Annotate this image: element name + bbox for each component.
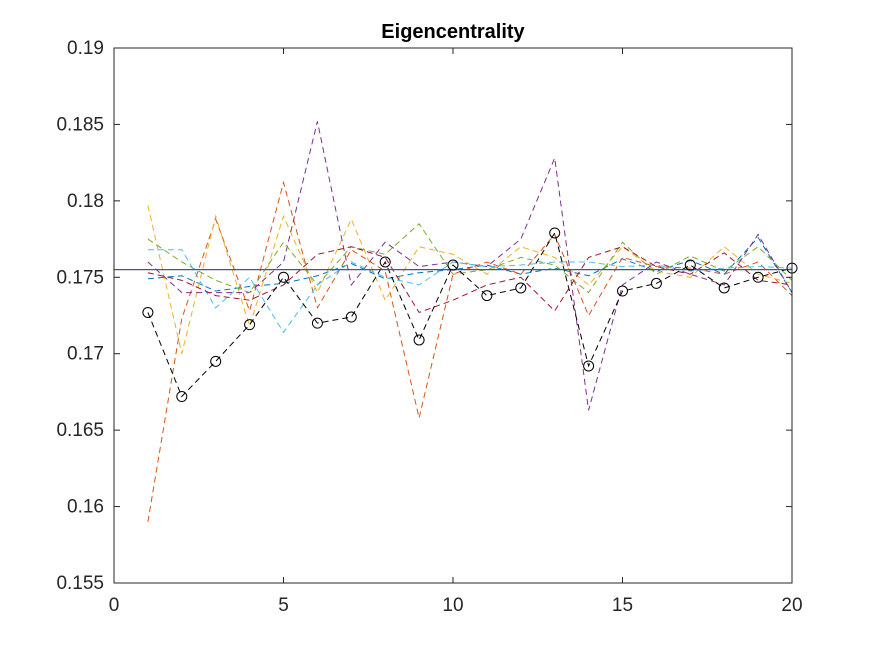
data-point-8-2 bbox=[176, 391, 188, 403]
data-point-8-12 bbox=[515, 282, 527, 294]
y-tick-label: 0.17 bbox=[67, 344, 104, 365]
data-point-8-15 bbox=[617, 285, 628, 297]
data-point-8-8 bbox=[379, 256, 391, 268]
data-point-8-18 bbox=[718, 282, 730, 294]
plot-background bbox=[114, 48, 792, 583]
data-point-8-19 bbox=[752, 271, 764, 283]
data-point-8-6 bbox=[311, 317, 323, 329]
y-tick-label: 0.19 bbox=[67, 38, 104, 59]
series-line-4 bbox=[147, 121, 793, 411]
chart-title: Eigencentrality bbox=[381, 21, 525, 43]
data-point-8-10 bbox=[447, 259, 459, 271]
axes: 0 5 10 15 20 0.155 0.16 0.165 0.17 0.175 0.18 0.185… bbox=[56, 38, 802, 616]
series-line-7 bbox=[147, 246, 793, 314]
x-tick-label: 5 bbox=[278, 595, 289, 616]
data-point-8-5 bbox=[278, 271, 289, 283]
series-line-5 bbox=[147, 223, 793, 294]
data-point-8-3 bbox=[210, 355, 222, 367]
x-tick-label: 15 bbox=[612, 595, 633, 616]
y-tick-label: 0.185 bbox=[56, 114, 104, 135]
series-line-1 bbox=[147, 236, 793, 293]
plot-area bbox=[114, 48, 798, 583]
data-point-8-17 bbox=[684, 259, 696, 271]
data-point-8-1 bbox=[142, 306, 154, 318]
y-tick-label: 0.18 bbox=[67, 191, 104, 212]
y-tick-label: 0.155 bbox=[56, 573, 104, 594]
y-tick-label: 0.175 bbox=[56, 267, 104, 288]
y-tick-label: 0.16 bbox=[67, 497, 104, 518]
x-tick-label: 10 bbox=[442, 595, 463, 616]
data-point-8-4 bbox=[244, 319, 256, 331]
data-point-8-16 bbox=[650, 277, 662, 289]
x-tick-label: 20 bbox=[781, 595, 802, 616]
data-point-8-11 bbox=[481, 290, 493, 302]
series-line-6 bbox=[147, 249, 793, 334]
series-line-8 bbox=[147, 231, 793, 398]
data-point-8-9 bbox=[413, 334, 425, 346]
data-point-8-13 bbox=[549, 227, 561, 239]
y-tick-label: 0.165 bbox=[56, 420, 104, 441]
data-point-8-7 bbox=[345, 311, 357, 323]
x-tick-label: 0 bbox=[109, 595, 120, 616]
series-line-2 bbox=[147, 180, 793, 522]
data-point-8-14 bbox=[583, 360, 595, 372]
